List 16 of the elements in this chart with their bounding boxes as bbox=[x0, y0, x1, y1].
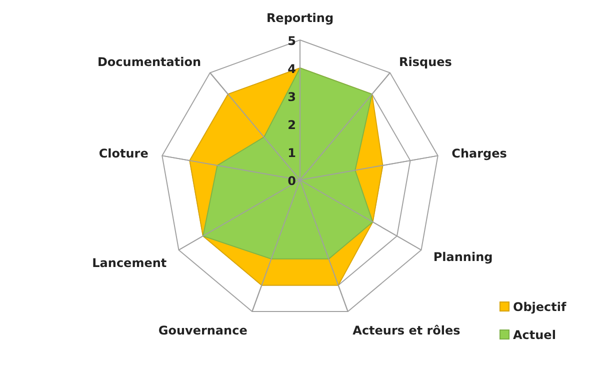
spoke-label: Lancement bbox=[92, 256, 167, 270]
legend-label: Objectif bbox=[513, 300, 568, 314]
y-tick-label: 0 bbox=[288, 174, 296, 188]
y-tick-label: 3 bbox=[288, 90, 296, 104]
spoke-label: Cloture bbox=[98, 146, 148, 160]
legend-label: Actuel bbox=[513, 328, 556, 342]
spoke-label: Gouvernance bbox=[158, 324, 248, 338]
spoke-label: Documentation bbox=[97, 55, 202, 70]
y-tick-label: 2 bbox=[288, 118, 296, 132]
spoke-label: Risques bbox=[398, 55, 452, 70]
spoke-label: Charges bbox=[452, 146, 507, 160]
y-tick-label: 1 bbox=[288, 146, 296, 160]
spoke-label: Reporting bbox=[266, 11, 334, 25]
y-tick-label: 5 bbox=[288, 34, 296, 48]
spoke-label: Acteurs et rôles bbox=[352, 324, 460, 338]
spoke-label: Planning bbox=[433, 250, 493, 264]
